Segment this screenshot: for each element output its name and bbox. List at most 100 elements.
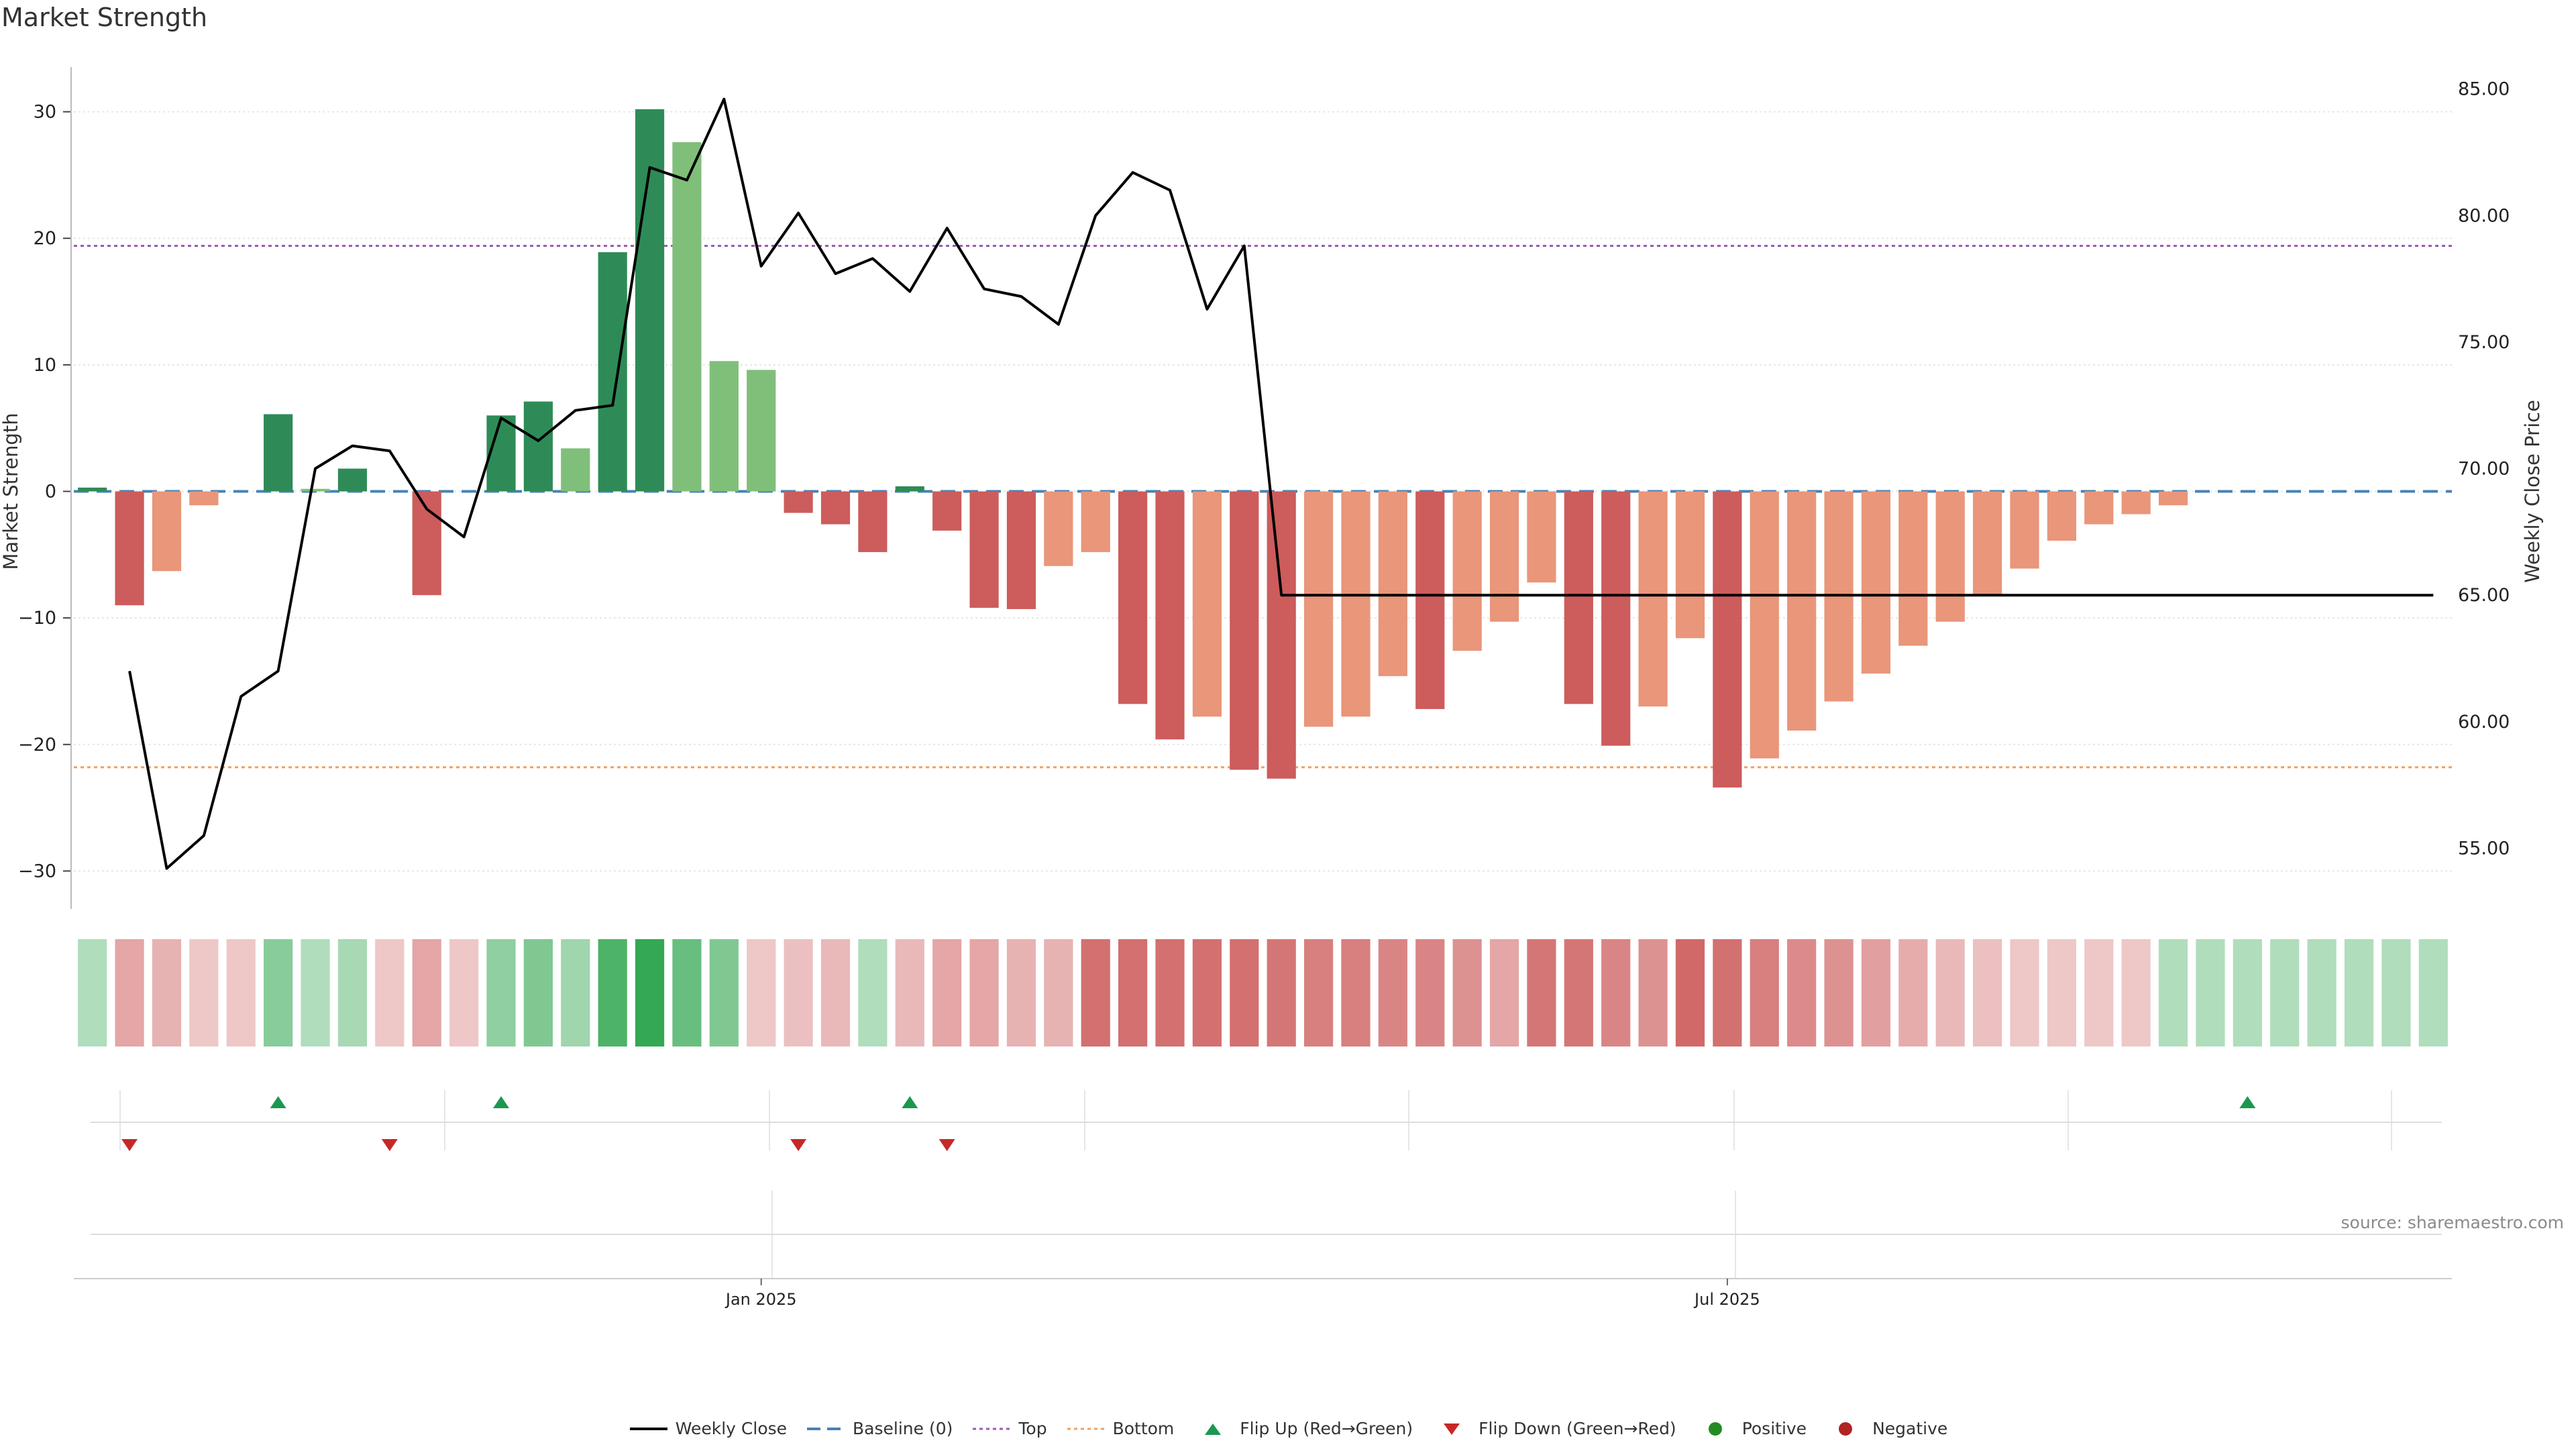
strength-bar xyxy=(747,370,776,492)
legend-swatch xyxy=(1444,1423,1460,1435)
strength-bar xyxy=(337,468,368,492)
heat-cell xyxy=(1675,939,1705,1046)
heat-cell xyxy=(1787,939,1817,1046)
tick-labels: 30 20 10 0 −10 −20 −30 85.00 80.00 75.00 70.00 65.0… xyxy=(0,79,2544,1309)
flip-up-marker xyxy=(2239,1096,2256,1108)
heat-cell xyxy=(784,939,813,1046)
flip-down-marker xyxy=(938,1139,955,1151)
heat-cell xyxy=(2418,939,2448,1046)
y-tick-label: −20 xyxy=(18,735,56,755)
heat-cell xyxy=(1935,939,1965,1046)
strength-bar xyxy=(2084,491,2114,525)
y-right-tick-label: 70.00 xyxy=(2458,459,2510,480)
strength-bar xyxy=(672,142,702,492)
heat-cell xyxy=(598,939,627,1046)
flip-markers xyxy=(121,1096,2256,1151)
heat-cell xyxy=(1564,939,1593,1046)
strength-bar xyxy=(1415,491,1445,709)
legend-item-flip_up: Flip Up (Red→Green) xyxy=(1193,1419,1413,1438)
legend-swatch xyxy=(973,1428,1011,1430)
reference-lines xyxy=(74,245,2452,769)
heat-cell xyxy=(523,939,553,1046)
heat-cell xyxy=(449,939,479,1046)
flip-down-marker xyxy=(381,1139,398,1151)
strength-bar xyxy=(1861,491,1891,674)
legend-item-top: Top xyxy=(971,1419,1047,1438)
gridlines xyxy=(74,111,2452,1278)
legend-swatch xyxy=(1205,1423,1222,1435)
strength-bar xyxy=(1898,491,1928,646)
heat-cell xyxy=(1006,939,1036,1046)
y-tick-label: 10 xyxy=(34,355,56,376)
strength-bar xyxy=(1044,491,1073,566)
heat-cell xyxy=(375,939,405,1046)
flip-up-marker xyxy=(270,1096,286,1108)
heat-cell xyxy=(486,939,516,1046)
y-right-tick-label: 65.00 xyxy=(2458,585,2510,606)
heat-cell xyxy=(1378,939,1407,1046)
x-tick-label: Jan 2025 xyxy=(724,1290,797,1309)
heat-cell xyxy=(301,939,330,1046)
heat-cell xyxy=(969,939,999,1046)
legend-swatch xyxy=(807,1427,845,1430)
flip-up-marker xyxy=(902,1096,918,1108)
flip-up-marker xyxy=(492,1096,509,1108)
strength-bar xyxy=(1081,491,1110,553)
strength-bar xyxy=(1489,491,1519,622)
heat-cell xyxy=(337,939,368,1046)
strength-bar xyxy=(1527,491,1556,583)
x-tick-label: Jul 2025 xyxy=(1693,1290,1760,1309)
weekly-close-line xyxy=(128,97,2434,870)
legend-label: Negative xyxy=(1872,1419,1948,1438)
strength-bar xyxy=(523,401,553,492)
y-right-tick-label: 55.00 xyxy=(2458,838,2510,859)
heat-cell xyxy=(820,939,851,1046)
strength-bar xyxy=(598,252,627,492)
heat-cell xyxy=(1230,939,1259,1046)
legend-label: Flip Up (Red→Green) xyxy=(1240,1419,1413,1438)
strength-bar xyxy=(1267,491,1296,779)
legend-label: Flip Down (Green→Red) xyxy=(1479,1419,1676,1438)
legend-swatch xyxy=(1839,1421,1853,1436)
heat-cell xyxy=(2381,939,2411,1046)
strength-bar xyxy=(189,491,219,506)
heat-cell xyxy=(2344,939,2374,1046)
heat-cell xyxy=(1713,939,1742,1046)
strength-bar xyxy=(1638,491,1668,707)
strength-bar xyxy=(2121,491,2151,515)
strength-bar xyxy=(561,448,590,492)
strength-bar xyxy=(1675,491,1705,639)
legend-item-flip_down: Flip Down (Green→Red) xyxy=(1432,1419,1676,1438)
heat-cell xyxy=(2158,939,2188,1046)
heat-cell xyxy=(561,939,590,1046)
y-right-tick-label: 85.00 xyxy=(2458,79,2510,100)
strength-bar xyxy=(1230,491,1259,770)
heat-strip xyxy=(78,939,2448,1046)
strength-bar xyxy=(1564,491,1593,704)
y-tick-label: −30 xyxy=(18,861,56,881)
y-tick-label: 20 xyxy=(34,228,56,249)
heat-cell xyxy=(1155,939,1185,1046)
strength-bar xyxy=(1341,491,1371,717)
heat-cell xyxy=(1118,939,1148,1046)
heat-cell xyxy=(1303,939,1334,1046)
heat-cell xyxy=(226,939,256,1046)
y-right-axis-title: Weekly Close Price xyxy=(2521,400,2544,583)
legend-item-baseline: Baseline (0) xyxy=(806,1419,953,1438)
legend-swatch xyxy=(1708,1421,1722,1436)
y-right-tick-label: 75.00 xyxy=(2458,332,2510,353)
y-tick-label: −10 xyxy=(18,608,56,629)
heat-cell xyxy=(412,939,441,1046)
heat-cell xyxy=(1638,939,1668,1046)
heat-cell xyxy=(152,939,182,1046)
heat-cell xyxy=(2233,939,2262,1046)
y-right-tick-label: 60.00 xyxy=(2458,712,2510,733)
heat-cell xyxy=(2047,939,2077,1046)
heat-cell xyxy=(1267,939,1296,1046)
legend: Weekly Close Baseline (0) Top Bottom Flip Up… xyxy=(0,1419,2576,1438)
strength-bar xyxy=(1750,491,1779,759)
heat-cell xyxy=(2084,939,2114,1046)
strength-bar xyxy=(1601,491,1631,746)
legend-label: Top xyxy=(1018,1419,1047,1438)
heat-cell xyxy=(1415,939,1445,1046)
